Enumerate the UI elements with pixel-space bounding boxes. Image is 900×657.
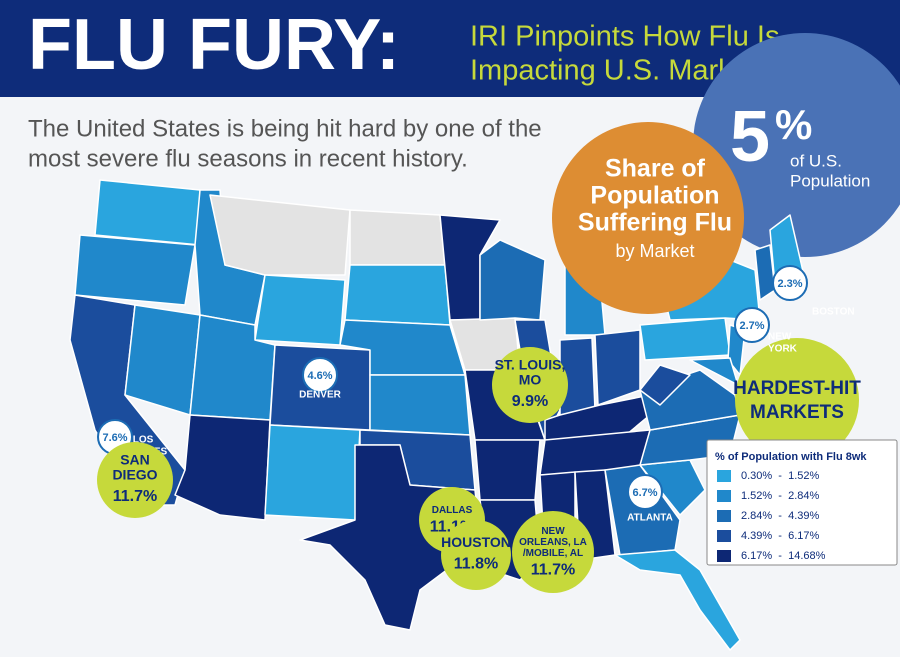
state xyxy=(174,414,271,521)
legend-swatch xyxy=(717,510,731,522)
national-value: 5 xyxy=(730,97,770,177)
market-name: ORLEANS, LA xyxy=(519,537,587,548)
market-circle xyxy=(97,442,173,518)
market-value: 11.8% xyxy=(454,556,498,573)
legend-box xyxy=(706,439,898,566)
market-name: DIEGO xyxy=(112,467,157,483)
market-value: 11.7% xyxy=(531,562,575,579)
state xyxy=(369,374,471,436)
legend-title: % of Population with Flu 8wk xyxy=(715,451,867,463)
national-circle xyxy=(693,33,900,257)
market-name: SAN xyxy=(120,452,150,468)
market-value: 2.3% xyxy=(777,278,802,290)
state xyxy=(124,304,201,416)
market-value: 6.7% xyxy=(632,487,657,499)
market-name: YORK xyxy=(768,344,798,355)
market-circle xyxy=(734,307,770,343)
state xyxy=(614,549,741,651)
market-value: 2.7% xyxy=(739,320,764,332)
share-sub: by Market xyxy=(615,241,694,261)
state xyxy=(479,239,546,321)
market-value: 11.7% xyxy=(113,488,157,505)
hardest-hit: MARKETS xyxy=(750,402,844,423)
legend-label: 0.30% - 1.52% xyxy=(741,470,819,482)
share-title: Population xyxy=(590,182,719,210)
market-name: NEW xyxy=(768,332,792,343)
subtitle: IRI Pinpoints How Flu Is xyxy=(470,21,779,53)
national-label: of U.S. xyxy=(790,151,842,170)
market-value: 7.6% xyxy=(102,432,127,444)
state xyxy=(689,357,739,386)
market-name: BOSTON xyxy=(812,307,855,318)
market-name: HOUSTON xyxy=(441,534,511,550)
legend-swatch xyxy=(717,490,731,502)
market-name: ST. LOUIS, xyxy=(495,357,566,373)
legend-label: 2.84% - 4.39% xyxy=(741,510,819,522)
share-title: Share of xyxy=(605,155,706,183)
market-name: DENVER xyxy=(299,390,341,401)
market-circle xyxy=(512,511,594,593)
hardest-hit: HARDEST-HIT xyxy=(733,378,861,399)
market-name: NEW xyxy=(541,526,565,537)
market-circle xyxy=(441,520,511,590)
state xyxy=(254,274,346,346)
state xyxy=(94,179,201,246)
national-label: Population xyxy=(790,171,870,190)
state xyxy=(474,439,541,501)
state xyxy=(264,424,361,521)
intro: most severe flu seasons in recent histor… xyxy=(28,145,468,172)
hardest-hit-circle xyxy=(735,338,859,462)
market-name: DALLAS xyxy=(432,505,473,516)
state xyxy=(639,364,691,406)
market-name: LOS xyxy=(133,435,154,446)
title: FLU FURY: xyxy=(28,5,400,85)
legend-label: 6.17% - 14.68% xyxy=(741,550,826,562)
legend-swatch xyxy=(717,550,731,562)
market-name: ATLANTA xyxy=(627,513,673,524)
legend-label: 4.39% - 6.17% xyxy=(741,530,819,542)
state xyxy=(594,329,641,406)
market-circle xyxy=(302,357,338,393)
market-circle xyxy=(772,265,808,301)
market-name: /MOBILE, AL xyxy=(523,548,583,559)
market-value: 4.6% xyxy=(307,370,332,382)
share-circle xyxy=(552,122,744,314)
state xyxy=(74,234,196,306)
legend-swatch xyxy=(717,470,731,482)
legend-label: 1.52% - 2.84% xyxy=(741,490,819,502)
market-name: MO xyxy=(519,372,542,388)
market-circle xyxy=(492,347,568,423)
state xyxy=(209,194,351,276)
national-unit: % xyxy=(775,101,812,148)
market-circle xyxy=(627,474,663,510)
state xyxy=(349,209,446,266)
state xyxy=(604,464,681,556)
state xyxy=(639,317,731,361)
legend-swatch xyxy=(717,530,731,542)
state xyxy=(344,264,451,326)
intro: The United States is being hit hard by o… xyxy=(28,115,542,142)
market-value: 9.9% xyxy=(512,393,548,410)
state xyxy=(299,444,481,631)
share-title: Suffering Flu xyxy=(578,209,732,237)
